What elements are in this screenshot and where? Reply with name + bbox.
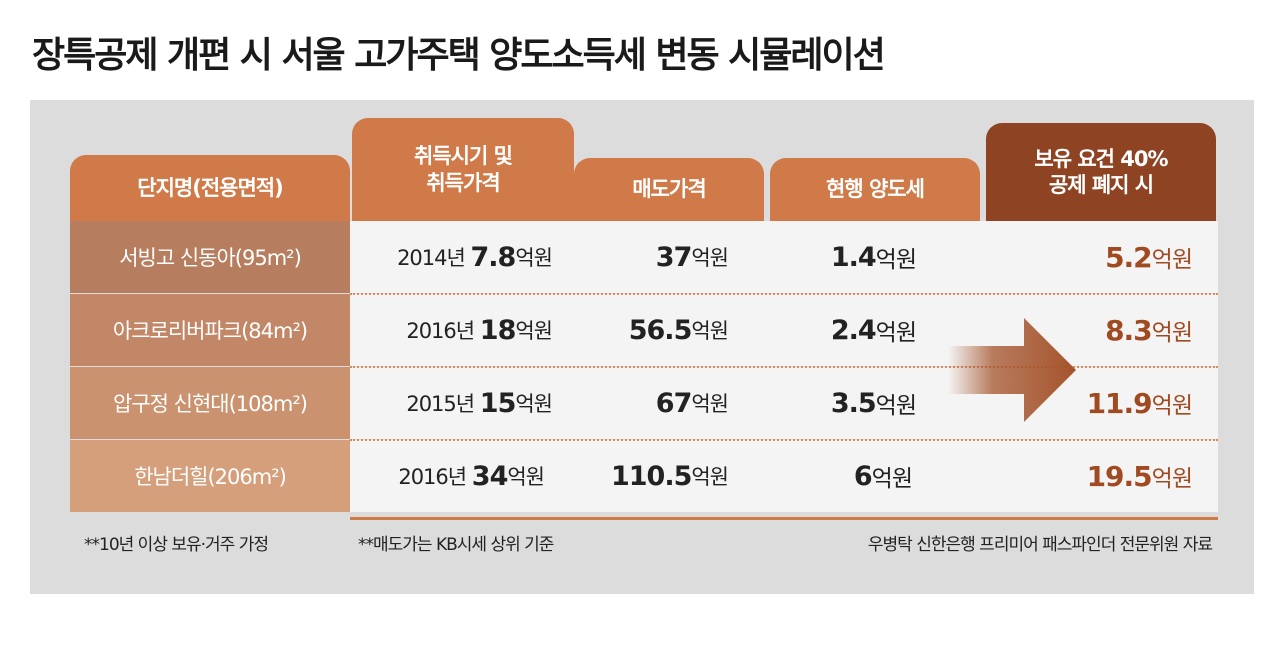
footnote-sale-price: **매도가는 KB시세 상위 기준 — [358, 535, 554, 555]
acq-year: 2015년 — [406, 392, 475, 416]
after-tax-cell: 11.9 억원 — [986, 367, 1193, 439]
header-acquisition-line1: 취득시기 및 — [414, 144, 513, 169]
unit: 억원 — [1151, 247, 1193, 273]
acq-year: 2014년 — [397, 246, 466, 270]
acq-year: 2016년 — [406, 319, 475, 343]
sale-cell: 110.5 억원 — [574, 440, 729, 512]
after-tax-cell: 19.5 억원 — [986, 440, 1193, 512]
header-current-tax: 현행 양도세 — [770, 158, 980, 221]
sale-cell: 56.5 억원 — [574, 294, 729, 366]
unit: 억원 — [875, 320, 917, 346]
arrow-right-icon — [948, 318, 1076, 422]
sale-value: 67 — [655, 387, 693, 419]
current-tax-value: 1.4 — [830, 241, 877, 273]
unit: 억원 — [871, 466, 913, 492]
unit: 억원 — [507, 465, 545, 489]
header-complex-label: 단지명(전용면적) — [137, 175, 283, 200]
unit: 억원 — [515, 246, 553, 270]
unit: 억원 — [691, 392, 729, 416]
row-divider — [350, 439, 1218, 441]
unit: 억원 — [691, 246, 729, 270]
current-tax-value: 3.5 — [830, 387, 877, 419]
complex-name-4: 한남더힐(206m²) — [134, 465, 287, 489]
row-label: 서빙고 신동아(95m²) — [70, 221, 350, 293]
header-sale-label: 매도가격 — [632, 177, 706, 202]
unit: 억원 — [875, 247, 917, 273]
row-bg-2 — [350, 294, 1218, 366]
acq-price-value: 15 — [479, 387, 517, 419]
row-label: 아크로리버파크(84m²) — [70, 294, 350, 366]
unit: 억원 — [691, 465, 729, 489]
current-tax-cell: 6 억원 — [770, 440, 913, 512]
header-after-abolition: 보유 요건 40% 공제 폐지 시 — [986, 123, 1216, 221]
current-tax-value: 6 — [853, 460, 873, 492]
header-after-line2: 공제 폐지 시 — [1048, 173, 1154, 197]
sale-cell: 37 억원 — [574, 221, 729, 293]
sale-value: 56.5 — [628, 314, 693, 346]
unit: 억원 — [1151, 320, 1193, 346]
after-tax-cell: 8.3 억원 — [986, 294, 1193, 366]
sale-cell: 67 억원 — [574, 367, 729, 439]
after-tax-value: 8.3 — [1105, 313, 1153, 347]
acq-price-value: 18 — [479, 314, 517, 346]
row-bg-3 — [350, 367, 1218, 439]
acq-price-value: 34 — [471, 460, 509, 492]
sale-value: 37 — [655, 241, 693, 273]
footnote-holding: **10년 이상 보유·거주 가정 — [84, 535, 269, 555]
header-acquisition-line2: 취득가격 — [426, 170, 500, 195]
unit: 억원 — [515, 319, 553, 343]
current-tax-value: 2.4 — [830, 314, 877, 346]
table-bottom-rule — [350, 517, 1218, 520]
current-tax-cell: 2.4 억원 — [770, 294, 917, 366]
sale-value: 110.5 — [610, 460, 692, 492]
complex-name-2: 아크로리버파크(84m²) — [112, 319, 308, 343]
acquisition-cell: 2016년 18 억원 — [352, 294, 553, 366]
after-tax-cell: 5.2 억원 — [986, 221, 1193, 293]
current-tax-cell: 3.5 억원 — [770, 367, 917, 439]
complex-name-3: 압구정 신현대(108m²) — [113, 392, 308, 416]
acq-year: 2016년 — [398, 465, 467, 489]
row-bg-4 — [350, 440, 1218, 512]
page-title: 장특공제 개편 시 서울 고가주택 양도소득세 변동 시뮬레이션 — [32, 35, 886, 76]
header-sale: 매도가격 — [574, 158, 764, 221]
unit: 억원 — [515, 392, 553, 416]
source-credit: 우병탁 신한은행 프리미어 패스파인더 전문위원 자료 — [867, 535, 1213, 555]
unit: 억원 — [691, 319, 729, 343]
current-tax-cell: 1.4 억원 — [770, 221, 917, 293]
row-divider — [350, 293, 1218, 295]
acquisition-cell: 2015년 15 억원 — [352, 367, 553, 439]
after-tax-value: 11.9 — [1086, 386, 1153, 420]
acquisition-cell: 2014년 7.8 억원 — [352, 221, 553, 293]
complex-name-1: 서빙고 신동아(95m²) — [119, 246, 302, 270]
row-label: 압구정 신현대(108m²) — [70, 367, 350, 439]
header-current-tax-label: 현행 양도세 — [826, 177, 925, 202]
row-label: 한남더힐(206m²) — [70, 440, 350, 512]
header-after-line1: 보유 요건 40% — [1034, 146, 1168, 171]
acq-price-value: 7.8 — [470, 241, 517, 273]
header-acquisition: 취득시기 및 취득가격 — [352, 118, 574, 221]
row-divider — [350, 366, 1218, 368]
acquisition-cell: 2016년 34 억원 — [352, 440, 545, 512]
header-complex: 단지명(전용면적) — [70, 155, 350, 221]
row-bg-1 — [350, 221, 1218, 293]
unit: 억원 — [875, 393, 917, 419]
after-tax-value: 19.5 — [1086, 459, 1153, 493]
after-tax-value: 5.2 — [1105, 240, 1153, 274]
unit: 억원 — [1151, 393, 1193, 419]
unit: 억원 — [1151, 466, 1193, 492]
